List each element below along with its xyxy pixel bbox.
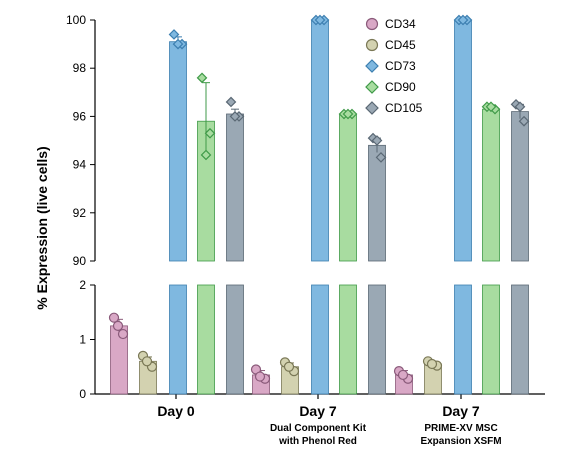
legend-label: CD73	[385, 59, 416, 73]
data-point	[196, 72, 208, 84]
data-point	[514, 101, 526, 113]
group-sublabel: Expansion XSFM	[420, 436, 501, 447]
legend-label: CD105	[385, 101, 423, 115]
bar-lower	[482, 284, 500, 395]
bar	[339, 113, 357, 262]
data-point	[172, 38, 184, 50]
y-tick-label: 94	[73, 158, 87, 172]
bar-lower	[226, 284, 244, 395]
bar-group-cd90	[196, 72, 216, 395]
bar-group-cd90	[481, 101, 501, 395]
legend-item-cd105: CD105	[365, 101, 423, 115]
group-sublabel: Dual Component Kit	[270, 423, 367, 434]
legend-label: CD45	[385, 38, 416, 52]
legend: CD34 CD45 CD73 CD90 CD105	[365, 17, 423, 115]
data-point	[254, 371, 266, 382]
y-tick-label: 96	[73, 109, 87, 123]
bar-group-cd105	[510, 99, 530, 395]
bar-group-cd34	[250, 364, 271, 395]
y-tick-label: 92	[73, 206, 87, 220]
legend-label: CD90	[385, 80, 416, 94]
y-tick-label: 100	[66, 13, 86, 27]
bar	[511, 111, 529, 262]
data-point	[117, 328, 129, 340]
bar-group-cd45	[279, 357, 300, 395]
y-tick-label: 90	[73, 254, 87, 268]
legend-marker	[365, 101, 379, 115]
data-point	[314, 14, 326, 26]
data-point	[200, 149, 212, 161]
data-point	[112, 320, 124, 331]
bar-lower	[197, 284, 215, 395]
bar-group-cd90	[338, 108, 358, 395]
data-point	[204, 127, 216, 139]
data-point	[371, 135, 383, 146]
data-point	[225, 96, 237, 108]
bar-group-cd105	[225, 96, 245, 395]
bar-lower	[339, 284, 357, 395]
group-sublabel: with Phenol Red	[278, 436, 357, 447]
bar	[226, 113, 244, 262]
data-point	[108, 312, 120, 323]
bar-group-cd73	[168, 29, 188, 395]
legend-item-cd90: CD90	[365, 80, 416, 94]
group-sublabel: PRIME-XV MSC	[424, 423, 497, 434]
axes: 90 92 94 96 98 100 0 1 2 Day 0 Day 7 Dual Component…	[66, 13, 545, 447]
legend-item-cd34: CD34	[365, 17, 416, 31]
legend-label: CD34	[385, 17, 416, 31]
bar-lower	[368, 284, 386, 395]
y-axis-label: % Expression (live cells)	[34, 146, 50, 309]
data-point	[485, 101, 497, 113]
bar	[311, 19, 329, 262]
legend-item-cd73: CD73	[365, 59, 416, 73]
group-label: Day 7	[299, 403, 337, 419]
y-tick-label: 2	[79, 278, 86, 292]
data-point	[168, 29, 180, 40]
bar-group-cd45	[422, 356, 443, 395]
y-tick-label: 98	[73, 61, 87, 75]
bars	[108, 14, 530, 395]
data-point	[375, 152, 387, 163]
data-point	[229, 111, 241, 122]
data-point	[518, 115, 530, 127]
bar	[368, 144, 386, 262]
y-tick-label: 0	[79, 387, 86, 401]
legend-marker	[365, 17, 379, 31]
y-tick-label: 1	[79, 333, 86, 347]
data-point	[457, 14, 469, 26]
data-point	[426, 358, 438, 370]
legend-marker	[365, 80, 379, 94]
legend-marker	[365, 38, 379, 52]
bar-lower	[454, 284, 472, 395]
bar	[169, 41, 187, 262]
legend-item-cd45: CD45	[365, 38, 416, 52]
bar-group-cd105	[367, 132, 387, 395]
data-point	[342, 108, 354, 120]
bar	[482, 108, 500, 262]
bar-group-cd34	[393, 366, 414, 395]
bar-group-cd34	[108, 312, 129, 395]
bar-lower	[311, 284, 329, 395]
bar-group-cd45	[137, 350, 158, 395]
group-label: Day 0	[157, 403, 195, 419]
bar-group-cd73	[453, 14, 473, 395]
data-point	[397, 369, 409, 381]
group-label: Day 7	[442, 403, 480, 419]
bar-group-cd73	[310, 14, 330, 395]
bar-lower	[511, 284, 529, 395]
data-point	[283, 361, 295, 372]
bar	[454, 19, 472, 262]
data-point	[141, 356, 153, 367]
legend-marker	[365, 59, 379, 73]
bar-lower	[169, 284, 187, 395]
